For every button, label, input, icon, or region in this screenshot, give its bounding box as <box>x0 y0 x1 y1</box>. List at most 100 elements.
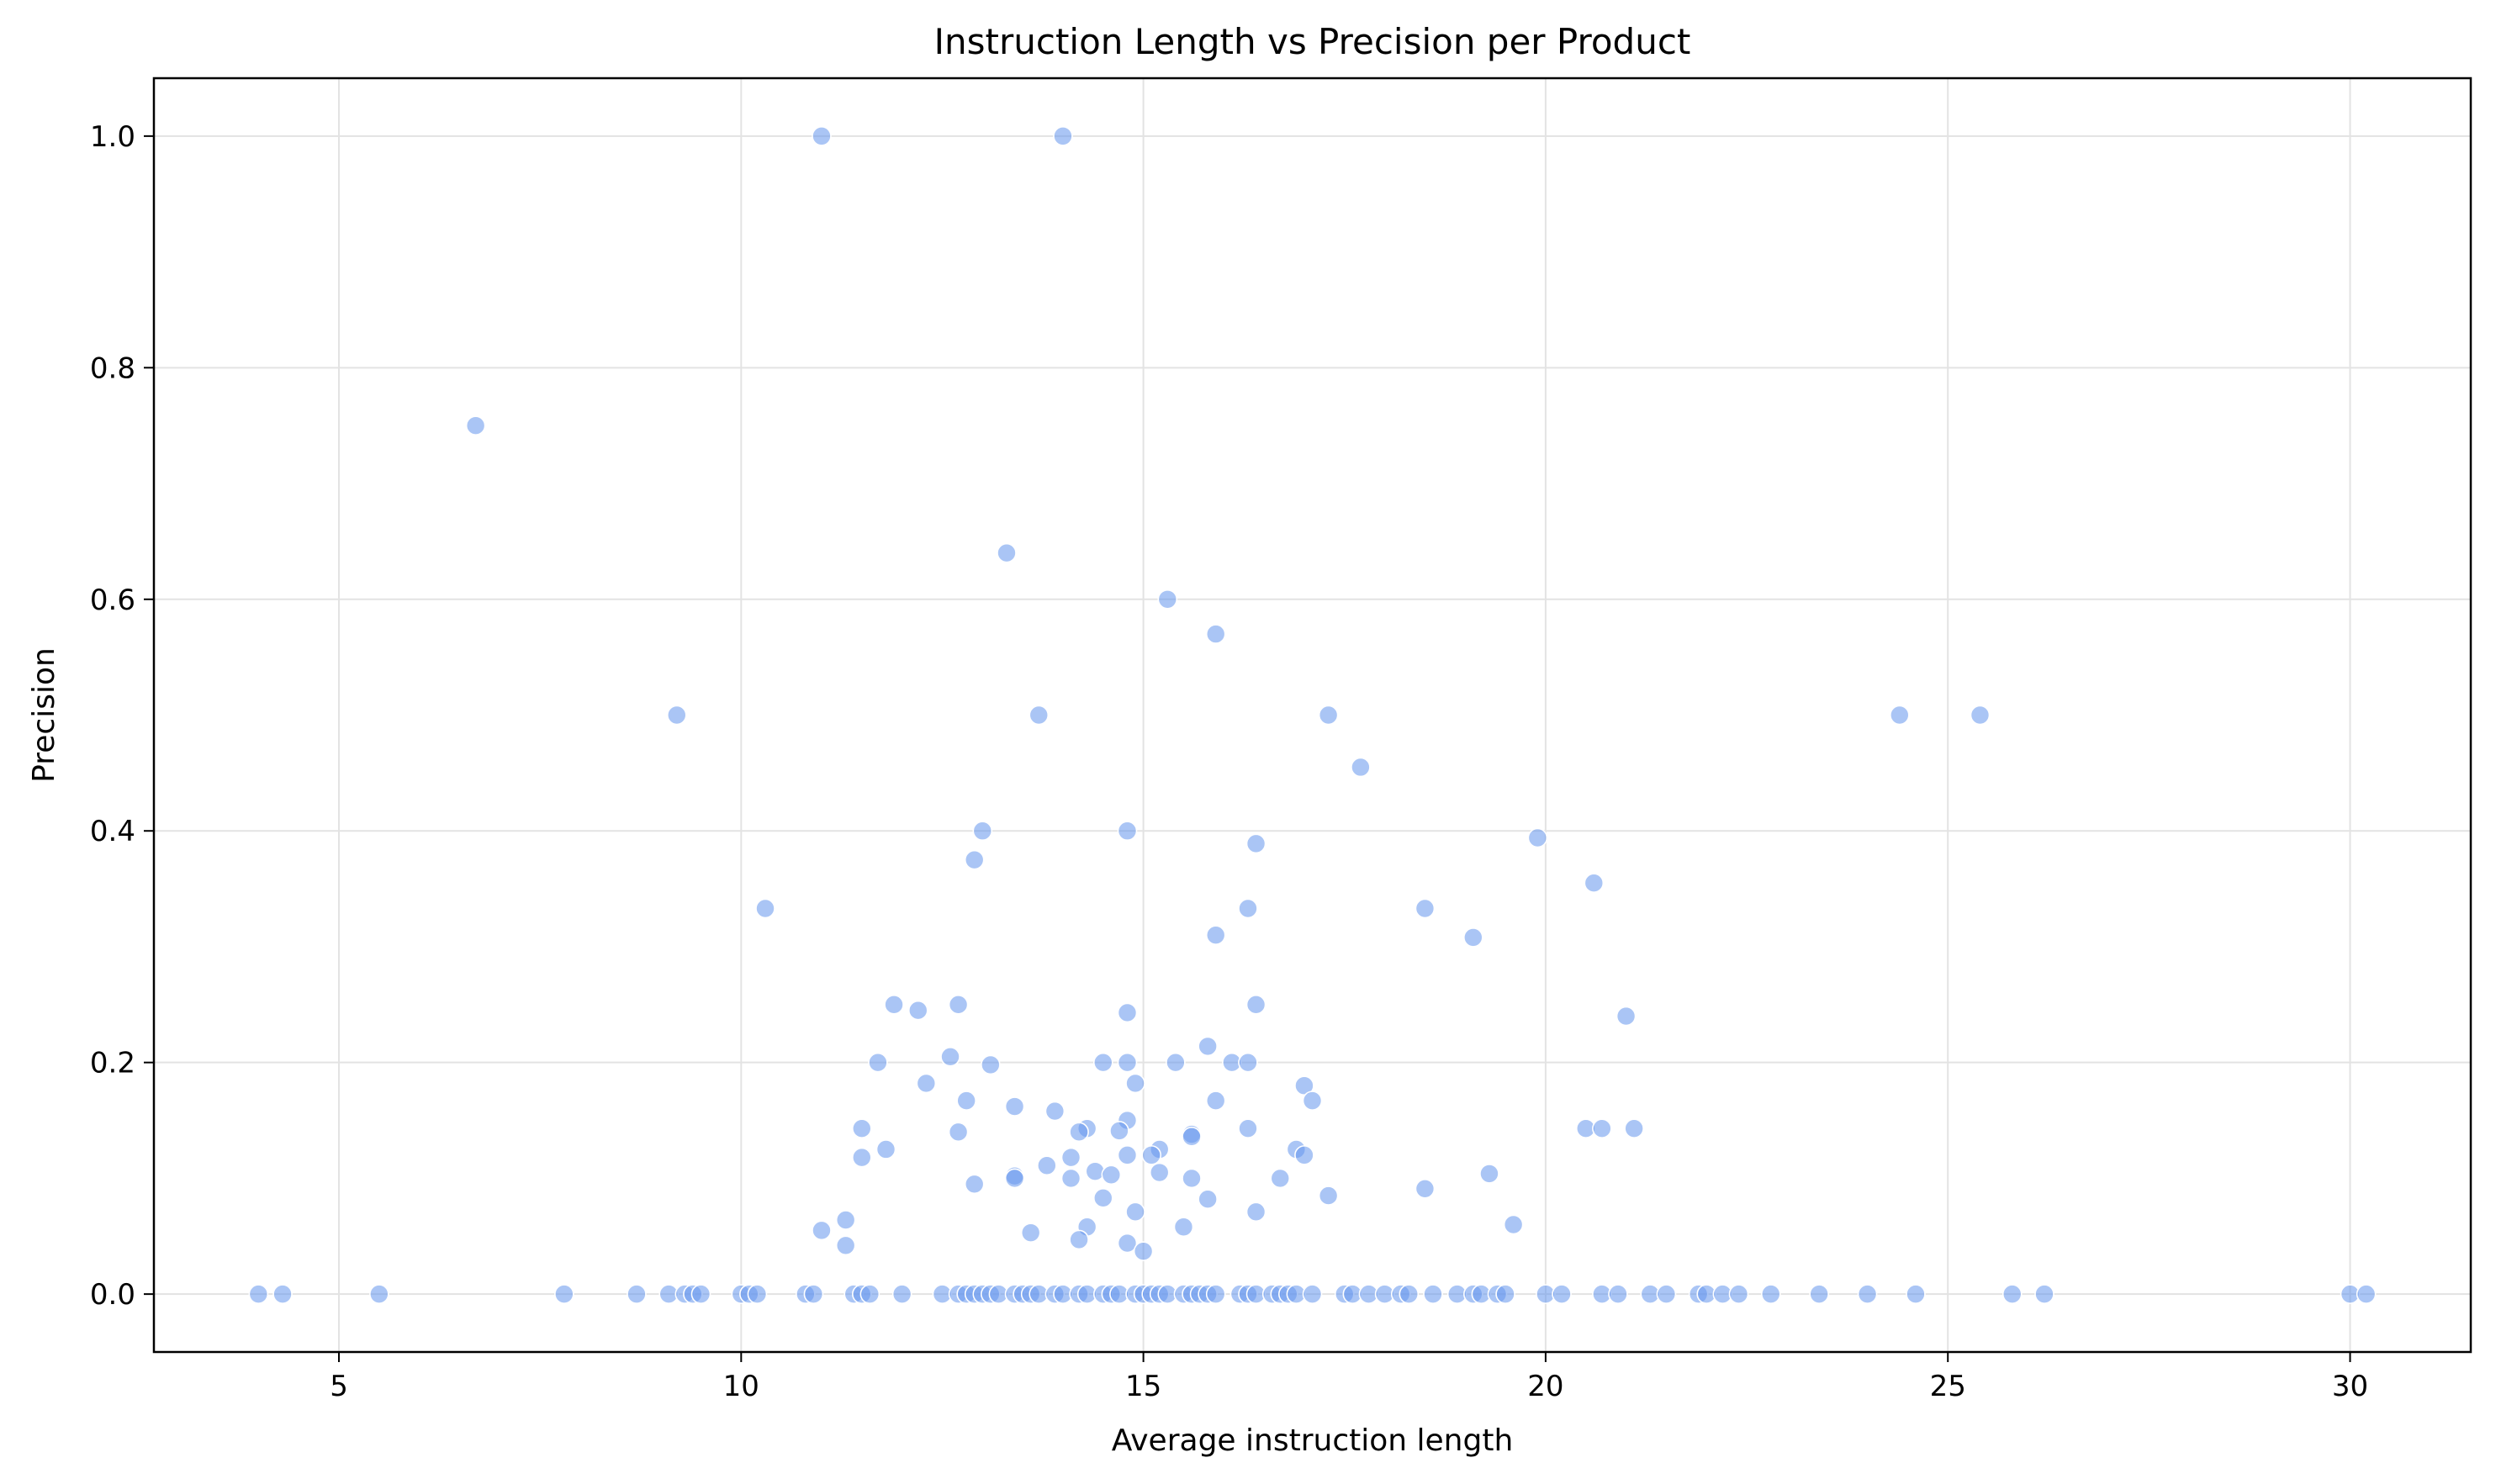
x-tick-label: 20 <box>1527 1370 1563 1403</box>
data-point <box>884 995 904 1015</box>
data-point <box>1302 1284 1323 1304</box>
x-axis-ticks: 5 10 15 20 25 30 <box>330 1352 2368 1403</box>
data-point <box>1205 925 1226 945</box>
data-point <box>1117 1052 1138 1073</box>
data-point <box>964 849 985 870</box>
y-axis-ticks: 0.0 0.2 0.4 0.6 0.8 1.0 <box>90 120 154 1312</box>
data-point <box>907 1000 928 1021</box>
data-point <box>1117 1233 1138 1254</box>
data-point <box>1205 624 1226 644</box>
data-point <box>1141 1145 1161 1165</box>
data-point <box>859 1284 880 1304</box>
data-point <box>1760 1284 1781 1304</box>
data-point <box>627 1284 647 1304</box>
data-point <box>835 1210 856 1230</box>
y-tick-label: 0.8 <box>90 351 135 385</box>
x-tick-label: 10 <box>723 1370 759 1403</box>
plot-frame <box>152 77 2472 1354</box>
x-axis-label: Average instruction length <box>1112 1423 1514 1458</box>
data-point <box>1198 1036 1218 1057</box>
data-point <box>1592 1118 1612 1138</box>
data-point <box>891 1284 912 1304</box>
data-point <box>747 1284 768 1304</box>
y-tick-label: 0.4 <box>90 815 135 848</box>
data-point <box>2034 1284 2054 1304</box>
data-points <box>248 126 2377 1304</box>
data-point <box>1245 1201 1267 1223</box>
data-point <box>1351 757 1371 778</box>
data-point <box>1857 1284 1878 1304</box>
data-point <box>1302 1091 1323 1111</box>
data-point <box>875 1139 896 1159</box>
data-point <box>1552 1284 1572 1304</box>
data-point <box>1656 1284 1677 1304</box>
data-point <box>1044 1101 1066 1122</box>
data-point <box>2356 1284 2377 1304</box>
data-point <box>1415 898 1436 919</box>
data-point <box>948 1122 969 1143</box>
data-point <box>248 1284 269 1304</box>
data-point <box>972 821 993 842</box>
data-point <box>1463 927 1483 948</box>
data-point <box>1198 1189 1218 1209</box>
data-point <box>1415 1179 1436 1199</box>
data-point <box>812 1220 832 1241</box>
data-point <box>1092 1188 1113 1208</box>
data-point <box>1060 1168 1081 1189</box>
y-tick-label: 0.6 <box>90 584 135 617</box>
data-point <box>1970 705 1991 726</box>
data-point <box>1182 1168 1202 1189</box>
data-point <box>964 1174 985 1195</box>
data-point <box>1503 1214 1524 1235</box>
data-point <box>690 1284 711 1304</box>
data-point <box>1060 1147 1081 1168</box>
data-point <box>1238 1118 1258 1138</box>
data-point <box>812 126 832 146</box>
data-point <box>1205 1091 1226 1111</box>
data-point <box>1294 1145 1314 1165</box>
data-point <box>1423 1284 1443 1304</box>
data-point <box>1399 1284 1420 1304</box>
data-point <box>1117 1145 1138 1165</box>
x-tick-label: 5 <box>330 1370 348 1403</box>
data-point <box>1092 1052 1113 1073</box>
data-point <box>1166 1052 1186 1073</box>
data-point <box>1069 1229 1089 1250</box>
data-point <box>916 1073 937 1094</box>
data-point <box>1318 1186 1339 1206</box>
data-point <box>1157 589 1178 610</box>
chart-title: Instruction Length vs Precision per Prod… <box>934 21 1691 62</box>
data-point <box>981 1054 1001 1075</box>
data-point <box>1125 1073 1145 1094</box>
data-point <box>1109 1121 1129 1141</box>
data-point <box>1149 1162 1170 1183</box>
data-point <box>1205 1284 1226 1304</box>
data-point <box>1053 126 1073 146</box>
data-point <box>1318 705 1339 726</box>
data-point <box>272 1284 293 1304</box>
data-point <box>1101 1164 1122 1186</box>
data-point <box>1125 1201 1145 1223</box>
data-point <box>1004 1168 1025 1189</box>
data-point <box>1270 1168 1291 1189</box>
data-point <box>1085 1161 1106 1181</box>
y-tick-label: 1.0 <box>90 120 135 154</box>
data-point <box>1238 1052 1258 1073</box>
data-point <box>1527 827 1548 848</box>
data-point <box>755 898 775 919</box>
data-point <box>2002 1284 2023 1304</box>
data-point <box>1173 1217 1194 1238</box>
data-point <box>852 1147 872 1168</box>
grid-lines <box>154 78 2471 1352</box>
data-point <box>1495 1284 1515 1304</box>
data-point <box>1245 995 1267 1015</box>
data-point <box>369 1284 389 1304</box>
data-point <box>1117 821 1138 842</box>
x-tick-label: 25 <box>1930 1370 1966 1403</box>
data-point <box>1616 1006 1637 1027</box>
data-point <box>803 1284 824 1304</box>
data-point <box>1004 1096 1025 1117</box>
data-point <box>1029 705 1050 726</box>
